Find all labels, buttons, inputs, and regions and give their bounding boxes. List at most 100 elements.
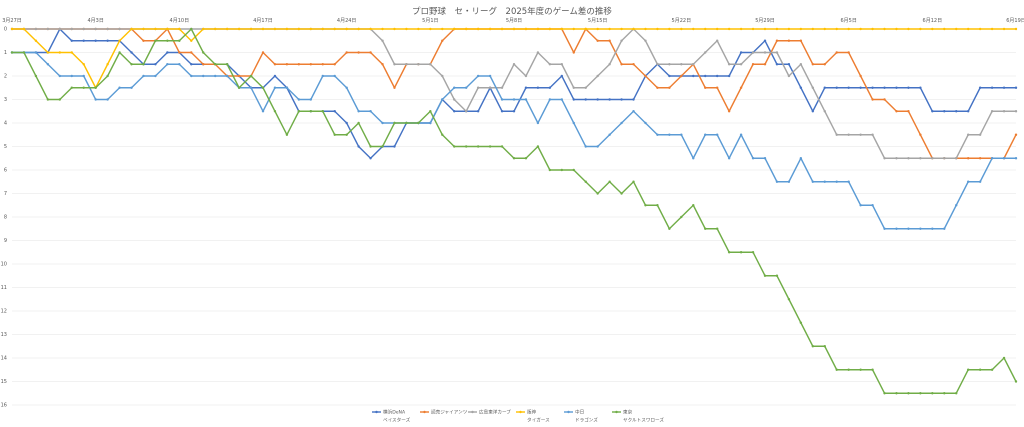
data-point [46,63,50,66]
data-point [94,98,97,101]
data-point [895,227,898,230]
data-point [237,74,241,78]
data-point [596,74,599,78]
data-point [309,110,313,113]
data-point [859,133,862,136]
data-point [823,110,826,113]
data-point [512,157,516,160]
data-point [381,121,384,125]
data-point [739,51,743,54]
data-point [309,98,313,101]
data-point [656,86,659,89]
data-point [572,98,575,101]
data-point [620,192,623,195]
data-point [931,157,934,160]
data-point [584,145,587,148]
data-point [871,368,874,371]
data-point [393,63,396,66]
data-point [178,27,181,31]
x-tick-label: 4月24日 [337,18,357,24]
data-point [692,27,695,31]
data-point [488,86,492,89]
data-point [225,63,229,66]
data-point [859,74,862,78]
data-point [847,86,850,89]
data-point [751,51,755,54]
data-point [476,86,480,89]
data-point [202,51,205,54]
data-point [775,180,779,183]
data-point [560,98,564,101]
data-point [118,27,121,31]
data-point [118,51,121,54]
data-point [811,27,815,31]
data-point [261,51,265,54]
data-point [82,86,85,89]
data-point [883,27,886,31]
data-point [715,27,719,31]
data-point [453,27,456,31]
data-point [692,74,695,78]
data-point [548,27,552,31]
legend-label: 中日 [575,409,584,416]
data-point [704,86,707,89]
data-point [453,86,456,89]
data-point [584,27,587,31]
data-point [548,63,552,66]
data-point [285,133,289,136]
data-point [58,98,62,101]
data-point [847,133,850,136]
data-point [966,157,970,160]
data-point [536,86,540,89]
data-point [512,63,516,66]
data-point [608,27,611,31]
data-point [727,27,731,31]
legend-marker [567,410,570,414]
data-point [775,63,779,66]
data-point [118,86,121,89]
data-point [572,51,575,54]
data-point [345,27,348,31]
legend-label: タイガース [527,417,550,424]
data-point [572,168,575,172]
y-tick-label: 5 [4,144,7,150]
data-point [787,39,791,42]
data-point [273,110,277,113]
data-point [321,27,324,31]
data-point [895,157,898,160]
data-point [560,74,564,78]
data-point [166,63,169,66]
data-point [572,86,575,89]
data-point [775,39,779,42]
data-point [907,392,910,395]
data-point [763,27,767,31]
data-point [249,86,253,89]
data-point [859,27,862,31]
data-point [775,274,779,277]
data-point [931,110,934,113]
data-point [799,39,803,42]
data-point [739,63,743,66]
y-tick-label: 15 [1,379,7,385]
data-point [178,51,181,54]
data-point [608,98,611,101]
data-point [632,98,635,101]
data-point [919,133,922,136]
data-point [656,63,659,66]
data-point [94,27,97,31]
data-point [393,121,396,125]
data-point [895,27,898,31]
data-point [907,157,910,160]
data-point [536,51,540,54]
data-point [739,251,743,254]
data-point [488,74,492,78]
data-point [727,63,731,66]
data-point [763,51,767,54]
x-tick-label: 5月15日 [588,18,608,24]
data-point [512,98,516,101]
data-point [919,86,922,89]
data-point [847,368,850,371]
